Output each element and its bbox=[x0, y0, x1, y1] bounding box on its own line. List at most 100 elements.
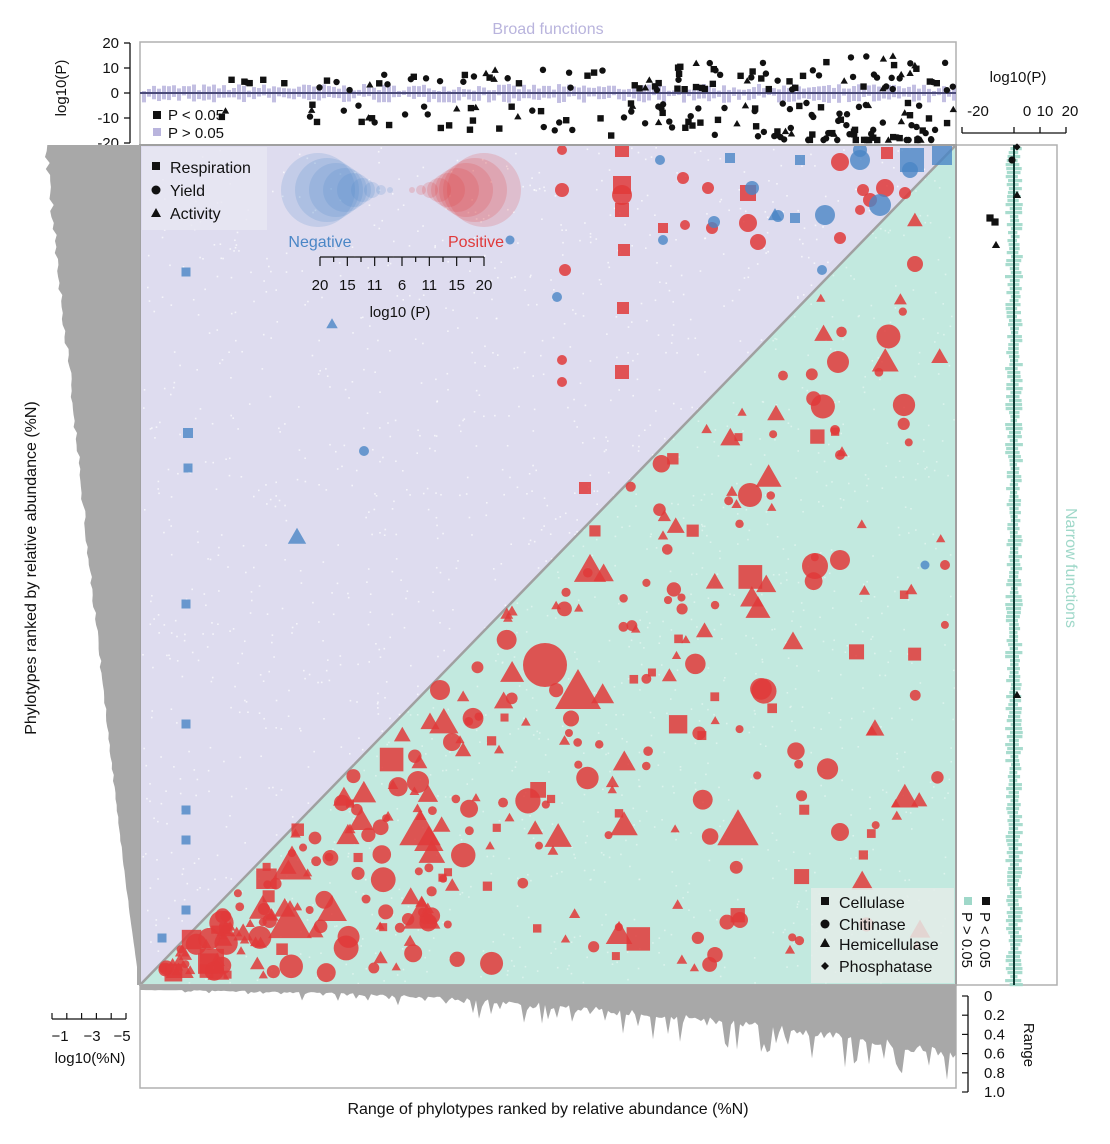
background-speck bbox=[394, 933, 397, 936]
narrow-p-legend: P < 0.05 P > 0.05 bbox=[958, 897, 993, 968]
background-speck bbox=[788, 408, 790, 411]
main-point bbox=[804, 572, 823, 591]
right-bar bbox=[1006, 395, 1020, 399]
colorbar-positive-bubble bbox=[431, 173, 465, 207]
background-speck bbox=[157, 950, 160, 952]
colorbar-positive-bubble bbox=[409, 187, 415, 193]
background-speck bbox=[471, 534, 473, 536]
top-bar bbox=[732, 87, 736, 96]
main-point bbox=[361, 894, 371, 904]
main-point bbox=[574, 760, 583, 769]
main-point bbox=[788, 933, 797, 942]
main-point bbox=[866, 829, 876, 838]
background-speck bbox=[707, 667, 710, 669]
background-speck bbox=[271, 634, 274, 636]
background-speck bbox=[480, 975, 482, 978]
top-point bbox=[675, 70, 683, 78]
background-speck bbox=[233, 250, 235, 252]
main-point-large bbox=[610, 811, 638, 836]
background-speck bbox=[325, 669, 328, 672]
background-speck bbox=[150, 941, 152, 943]
background-speck bbox=[313, 750, 315, 753]
top-point bbox=[697, 119, 704, 126]
main-point-upper bbox=[725, 153, 735, 163]
legend-square-icon bbox=[152, 162, 160, 170]
right-bar bbox=[1006, 839, 1019, 843]
background-speck bbox=[889, 650, 892, 653]
top-bar bbox=[392, 85, 396, 98]
background-speck bbox=[513, 965, 515, 967]
background-speck bbox=[601, 747, 603, 750]
background-speck bbox=[270, 337, 272, 339]
background-speck bbox=[199, 256, 201, 259]
background-speck bbox=[334, 925, 336, 928]
background-speck bbox=[658, 642, 661, 645]
main-point bbox=[908, 647, 922, 661]
background-speck bbox=[861, 630, 864, 633]
background-speck bbox=[822, 226, 824, 228]
background-speck bbox=[377, 150, 380, 153]
background-speck bbox=[759, 743, 762, 746]
main-point-large bbox=[831, 823, 849, 841]
background-speck bbox=[179, 792, 182, 795]
top-point bbox=[879, 55, 888, 62]
background-speck bbox=[631, 244, 633, 247]
background-speck bbox=[772, 931, 775, 934]
background-speck bbox=[828, 572, 831, 575]
top-point bbox=[453, 105, 461, 112]
right-bar bbox=[1007, 523, 1019, 527]
background-speck bbox=[635, 843, 638, 846]
main-point-upper bbox=[181, 835, 191, 845]
background-speck bbox=[630, 321, 633, 323]
background-speck bbox=[492, 940, 495, 943]
background-speck bbox=[247, 711, 249, 714]
right-point bbox=[991, 218, 999, 226]
background-speck bbox=[797, 297, 799, 299]
top-point bbox=[787, 130, 796, 137]
background-speck bbox=[219, 362, 221, 365]
background-speck bbox=[873, 408, 875, 411]
main-point bbox=[612, 750, 636, 771]
background-speck bbox=[782, 931, 785, 934]
background-speck bbox=[621, 737, 624, 740]
top-point bbox=[461, 71, 469, 79]
top-bar bbox=[537, 88, 541, 100]
background-speck bbox=[799, 625, 802, 628]
background-speck bbox=[671, 334, 674, 336]
background-speck bbox=[375, 494, 378, 497]
main-point bbox=[735, 725, 744, 734]
background-speck bbox=[622, 713, 625, 716]
background-speck bbox=[676, 180, 679, 182]
background-speck bbox=[654, 214, 656, 217]
background-speck bbox=[877, 357, 880, 359]
main-point bbox=[426, 886, 437, 897]
background-speck bbox=[938, 187, 941, 189]
top-point bbox=[467, 104, 475, 112]
background-speck bbox=[238, 711, 241, 714]
top-point bbox=[896, 134, 903, 142]
background-speck bbox=[526, 608, 529, 611]
background-speck bbox=[433, 434, 436, 437]
main-point bbox=[400, 887, 421, 905]
main-point bbox=[909, 689, 921, 701]
top-bar bbox=[662, 85, 666, 103]
background-speck bbox=[241, 350, 243, 353]
background-speck bbox=[280, 855, 282, 857]
right-bar bbox=[1006, 615, 1020, 619]
right-point bbox=[1012, 690, 1022, 699]
background-speck bbox=[663, 437, 666, 440]
right-bar bbox=[1006, 351, 1019, 355]
background-speck bbox=[660, 664, 663, 666]
background-speck bbox=[157, 480, 160, 483]
background-speck bbox=[772, 148, 775, 151]
top-point bbox=[401, 111, 409, 118]
background-speck bbox=[703, 493, 706, 496]
background-speck bbox=[265, 727, 267, 729]
background-speck bbox=[170, 496, 173, 498]
background-speck bbox=[761, 658, 764, 661]
background-speck bbox=[329, 386, 331, 388]
main-point bbox=[454, 742, 472, 757]
background-speck bbox=[471, 778, 474, 781]
main-point-upper bbox=[615, 365, 629, 379]
background-speck bbox=[912, 289, 915, 291]
